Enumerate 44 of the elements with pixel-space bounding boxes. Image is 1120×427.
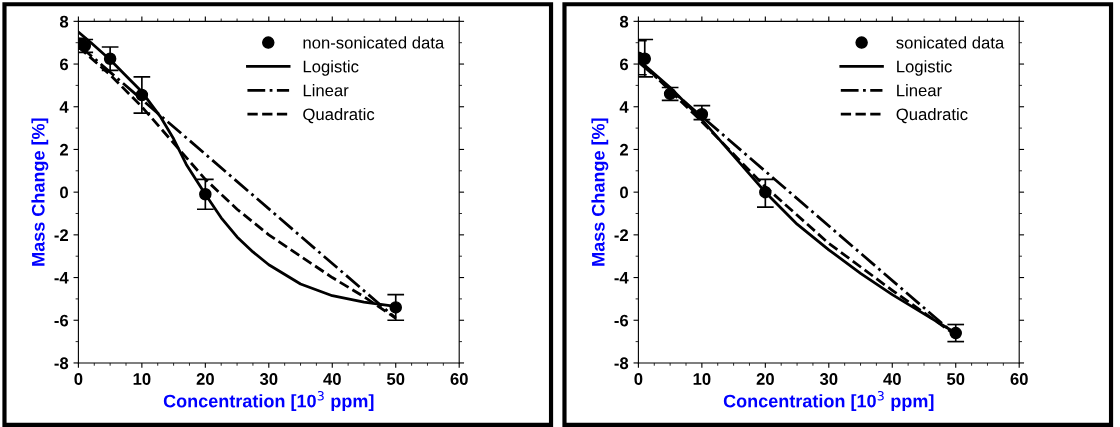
- legend-label: sonicated data: [896, 36, 1005, 49]
- y-tick-label: -6: [614, 314, 629, 327]
- legend-label: Logistic: [897, 60, 952, 76]
- y-tick-label: 2: [59, 143, 69, 156]
- y-tick-label: -6: [54, 314, 69, 327]
- y-tick-label: -2: [614, 229, 629, 241]
- y-tick-label: 8: [619, 15, 629, 28]
- legend-label: Quadratic: [896, 107, 968, 124]
- y-tick-label: -8: [614, 357, 629, 370]
- y-axis-title: Mass Change [%]: [31, 118, 49, 266]
- x-tick-label: 10: [133, 373, 151, 385]
- x-tick-label: 40: [883, 373, 901, 385]
- y-tick-label: 4: [59, 101, 69, 113]
- y-tick-label: -4: [54, 272, 69, 284]
- x-tick-label: 0: [634, 373, 643, 385]
- x-tick-label: 0: [74, 373, 83, 385]
- y-tick-label: 6: [620, 58, 629, 71]
- x-tick-label: 20: [756, 373, 774, 385]
- x-tick-label: 50: [946, 373, 965, 385]
- legend-label: Logistic: [303, 60, 359, 76]
- x-tick-label: 60: [1010, 373, 1028, 385]
- x-tick-label: 50: [386, 373, 405, 385]
- x-tick-label: 60: [450, 373, 468, 385]
- x-tick-label: 40: [323, 373, 341, 385]
- y-tick-label: 4: [619, 101, 629, 113]
- x-tick-label: 20: [196, 373, 214, 385]
- y-tick-label: -2: [54, 229, 69, 241]
- x-tick-label: 30: [259, 373, 278, 385]
- x-axis-title: Concentration [10$^{3}$ ppm]: [163, 390, 374, 412]
- x-axis-title: Concentration [10$^{3}$ ppm]: [723, 390, 934, 412]
- y-tick-label: 0: [60, 186, 68, 199]
- y-tick-label: 0: [620, 186, 628, 199]
- y-tick-label: -4: [614, 272, 629, 284]
- legend-label: non-sonicated data: [303, 36, 445, 49]
- legend-label: Linear: [303, 84, 349, 97]
- y-tick-label: 2: [619, 143, 629, 156]
- legend-label: Linear: [897, 84, 942, 97]
- x-tick-label: 10: [693, 373, 711, 385]
- x-tick-label: 30: [819, 373, 838, 385]
- y-tick-label: 6: [60, 58, 69, 71]
- y-tick-label: -8: [54, 357, 69, 370]
- y-tick-label: 8: [59, 15, 69, 28]
- legend-label: Quadratic: [303, 107, 375, 124]
- y-axis-title: Mass Change [%]: [591, 118, 609, 266]
